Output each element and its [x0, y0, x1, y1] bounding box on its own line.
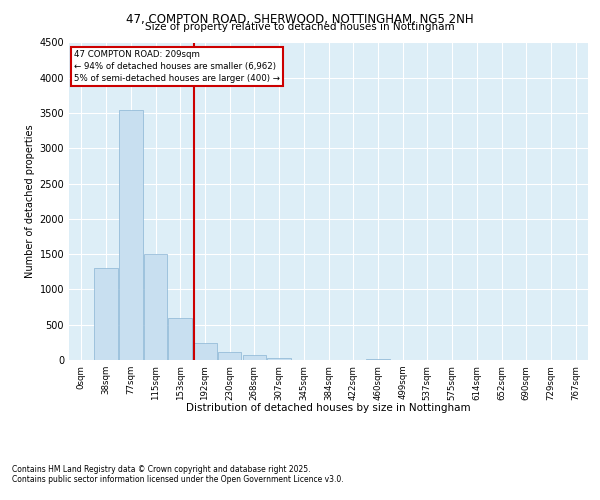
Bar [268, 358, 291, 360]
Bar [119, 110, 143, 360]
Text: Size of property relative to detached houses in Nottingham: Size of property relative to detached ho… [145, 22, 455, 32]
Text: Contains public sector information licensed under the Open Government Licence v3: Contains public sector information licen… [12, 476, 344, 484]
Bar [144, 254, 167, 360]
Bar [193, 343, 217, 360]
X-axis label: Distribution of detached houses by size in Nottingham: Distribution of detached houses by size … [186, 402, 471, 412]
Y-axis label: Number of detached properties: Number of detached properties [25, 124, 35, 278]
Bar [366, 359, 389, 360]
Text: 47, COMPTON ROAD, SHERWOOD, NOTTINGHAM, NG5 2NH: 47, COMPTON ROAD, SHERWOOD, NOTTINGHAM, … [126, 12, 474, 26]
Bar [242, 356, 266, 360]
Bar [169, 318, 192, 360]
Text: 47 COMPTON ROAD: 209sqm
← 94% of detached houses are smaller (6,962)
5% of semi-: 47 COMPTON ROAD: 209sqm ← 94% of detache… [74, 50, 280, 83]
Text: Contains HM Land Registry data © Crown copyright and database right 2025.: Contains HM Land Registry data © Crown c… [12, 466, 311, 474]
Bar [94, 268, 118, 360]
Bar [218, 352, 241, 360]
